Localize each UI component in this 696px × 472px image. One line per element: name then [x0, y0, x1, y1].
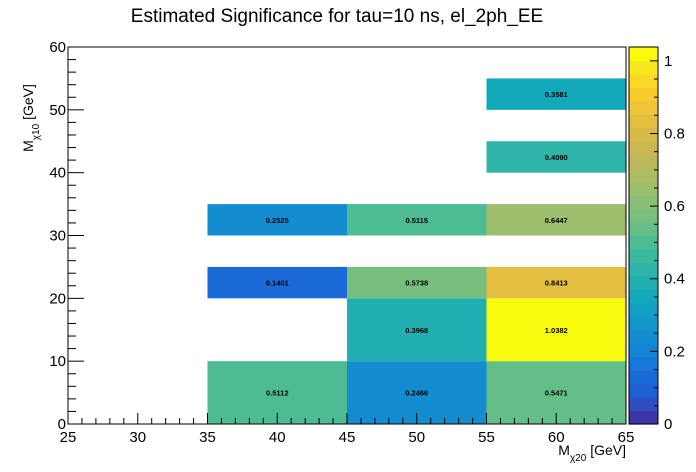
color-scale-step [629, 195, 658, 210]
cell-value-label: 0.3581 [545, 90, 568, 99]
color-scale-step [629, 275, 658, 290]
cell-value-label: 0.6447 [545, 216, 568, 225]
color-scale-tick-label: 0.2 [664, 343, 685, 360]
cell-value-label: 0.4090 [545, 153, 568, 162]
heatmap-cells: 0.5112 0.2466 0.5471 0.3968 1.0382 0.1401 0.57… [207, 78, 626, 424]
color-scale-step [629, 222, 658, 237]
heatmap-cell [347, 298, 487, 362]
y-tick-label: 60 [49, 39, 66, 56]
color-scale-step [629, 356, 658, 371]
color-scale-bar: 0 0.2 0.4 0.6 0.8 1 [628, 46, 685, 433]
color-scale-step [629, 397, 658, 412]
color-scale-step [629, 410, 658, 425]
y-tick-label: 20 [49, 290, 66, 307]
cell-value-label: 0.5738 [405, 279, 428, 288]
heatmap-cell [207, 204, 347, 236]
y-tick-label: 0 [58, 416, 66, 433]
y-tick-label: 30 [49, 228, 66, 245]
color-scale-step [629, 343, 658, 358]
color-scale-step [629, 181, 658, 196]
y-axis-label: Mχ10 [GeV] [20, 84, 42, 152]
heatmap-cell [486, 204, 626, 236]
color-scale-step [629, 114, 658, 129]
y-tick-label: 40 [49, 165, 66, 182]
x-tick-label: 25 [60, 429, 77, 446]
cell-value-label: 0.5112 [266, 389, 289, 398]
color-scale-border [628, 46, 659, 425]
cell-value-label: 0.8413 [545, 279, 568, 288]
heatmap-cell [347, 266, 487, 299]
color-scale-step [629, 235, 658, 250]
color-scale-step [629, 100, 658, 115]
cell-value-label: 0.5115 [405, 216, 428, 225]
cell-value-label: 0.1401 [266, 279, 289, 288]
heatmap-cell [486, 266, 626, 299]
color-scale-step [629, 248, 658, 264]
color-scale-step [629, 73, 658, 88]
color-scale-step [629, 87, 658, 102]
color-scale-step [629, 47, 658, 62]
color-scale-step [629, 370, 658, 385]
color-scale-step [629, 168, 658, 183]
cell-value-label: 0.2525 [266, 216, 289, 225]
heatmap-cell [347, 204, 487, 236]
chart-title: Estimated Significance for tau=10 ns, el… [131, 6, 543, 27]
color-scale-step [629, 127, 658, 142]
color-scale-step [629, 289, 658, 304]
x-tick-label: 55 [478, 429, 495, 446]
heatmap-cell [486, 141, 626, 173]
color-scale-step [629, 302, 658, 317]
color-scale-tick-label: 0.6 [664, 198, 685, 215]
cell-value-label: 0.5471 [545, 389, 568, 398]
color-scale-tick-label: 1 [664, 53, 672, 70]
color-scale-step [629, 316, 658, 331]
x-tick-label: 60 [548, 429, 565, 446]
y-tick-label: 50 [49, 102, 66, 119]
x-tick-label: 30 [129, 429, 146, 446]
x-tick-label: 40 [269, 429, 286, 446]
x-axis: 25 30 35 40 45 50 55 60 65 [60, 413, 635, 446]
color-scale-step [629, 383, 658, 398]
heatmap-cell [486, 298, 626, 362]
cell-value-label: 0.2466 [405, 389, 428, 398]
color-scale-step [629, 262, 658, 277]
color-scale-tick-label: 0.4 [664, 271, 685, 288]
color-scale-step [629, 154, 658, 169]
color-scale-tick-label: 0.8 [664, 125, 685, 142]
color-scale-step [629, 60, 658, 75]
x-tick-label: 50 [408, 429, 425, 446]
color-scale-step [629, 141, 658, 156]
heatmap-cell [486, 78, 626, 110]
x-axis-label: Mχ20 [GeV] [558, 442, 626, 464]
color-scale-step [629, 208, 658, 223]
x-tick-label: 35 [199, 429, 216, 446]
y-axis: 0 10 20 30 40 50 60 [49, 39, 84, 433]
color-scale-step [629, 329, 658, 344]
cell-value-label: 1.0382 [545, 326, 568, 335]
x-tick-label: 45 [339, 429, 356, 446]
color-scale-tick-label: 0 [664, 416, 672, 433]
cell-value-label: 0.3968 [405, 326, 428, 335]
y-tick-label: 10 [49, 353, 66, 370]
x-tick-label: 65 [618, 429, 635, 446]
heatmap-cell [207, 266, 347, 299]
